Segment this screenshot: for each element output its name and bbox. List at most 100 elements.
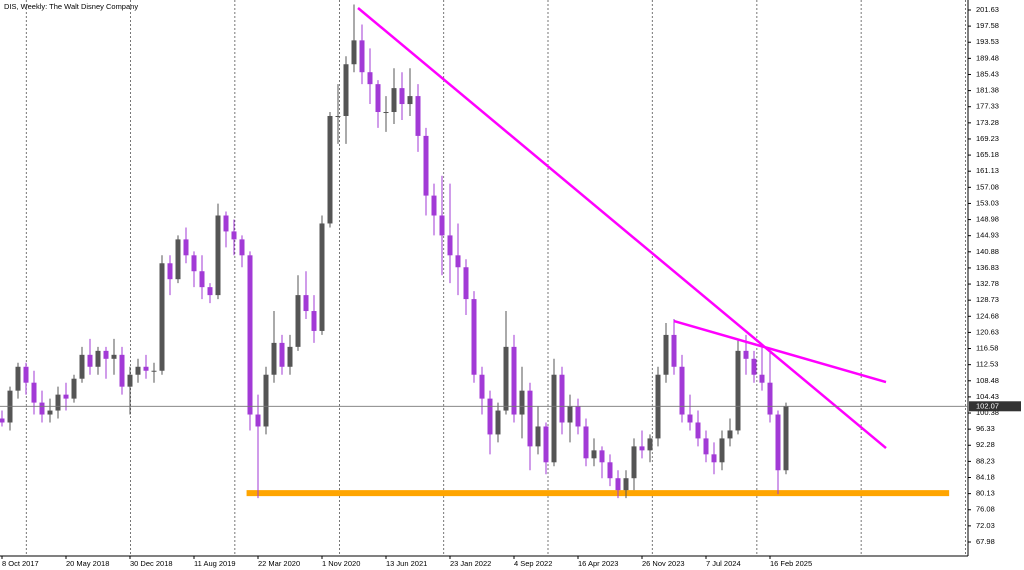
candle-body: [407, 96, 413, 105]
x-tick-label: 16 Apr 2023: [578, 559, 618, 568]
candle-body: [663, 334, 669, 375]
candle-body: [607, 462, 613, 479]
y-tick-label: 185.43: [976, 69, 999, 78]
current-price-box: [969, 401, 1021, 412]
candle-body: [383, 112, 389, 114]
candle-body: [15, 366, 21, 391]
candle-body: [631, 446, 637, 479]
y-tick-label: 116.58: [976, 344, 998, 353]
candle-body: [543, 426, 549, 463]
chart-title: DIS, Weekly: The Walt Disney Company: [4, 2, 138, 11]
y-tick-label: 88.23: [976, 456, 995, 465]
y-tick-label: 148.98: [976, 215, 999, 224]
candle-body: [471, 299, 477, 375]
y-tick-label: 100.38: [976, 408, 999, 417]
y-tick-label: 80.13: [976, 489, 995, 498]
candle-body: [775, 414, 781, 471]
candle-body: [679, 366, 685, 415]
y-tick-label: 140.88: [976, 247, 999, 256]
x-tick-label: 22 Mar 2020: [258, 559, 300, 568]
candle-body: [151, 370, 157, 372]
y-tick-label: 120.63: [976, 327, 999, 336]
x-tick-label: 26 Nov 2023: [642, 559, 685, 568]
candle-body: [535, 426, 541, 447]
y-tick-label: 76.08: [976, 505, 995, 514]
candle-body: [495, 410, 501, 435]
candle-body: [39, 402, 45, 415]
y-tick-label: 165.18: [976, 150, 999, 159]
candle-body: [727, 430, 733, 439]
y-tick-label: 132.78: [976, 279, 999, 288]
candle-body: [375, 84, 381, 113]
candle-body: [255, 414, 261, 427]
y-tick-label: 153.03: [976, 198, 999, 207]
candle-body: [687, 414, 693, 423]
y-tick-label: 157.08: [976, 182, 999, 191]
candle-body: [423, 135, 429, 196]
x-tick-label: 7 Jul 2024: [706, 559, 741, 568]
y-tick-label: 173.28: [976, 118, 999, 127]
candle-body: [159, 263, 165, 371]
candle-body: [319, 223, 325, 331]
candle-body: [143, 366, 149, 371]
y-tick-label: 84.18: [976, 472, 995, 481]
candle-body: [479, 374, 485, 399]
candle-body: [23, 366, 29, 383]
x-tick-label: 4 Sep 2022: [514, 559, 552, 568]
candle-body: [343, 64, 349, 116]
candle-body: [639, 446, 645, 451]
y-tick-label: 96.33: [976, 424, 995, 433]
candle-body: [447, 235, 453, 256]
candle-body: [527, 390, 533, 447]
y-tick-label: 72.03: [976, 521, 995, 530]
candle-body: [599, 450, 605, 463]
candle-body: [295, 295, 301, 347]
candle-body: [623, 478, 629, 491]
candle-body: [503, 346, 509, 411]
candle-body: [783, 406, 789, 471]
candle-body: [167, 263, 173, 280]
candle-body: [279, 342, 285, 367]
candle-body: [415, 96, 421, 136]
candle-body: [719, 438, 725, 463]
y-tick-label: 201.63: [976, 5, 999, 14]
candle-body: [583, 426, 589, 459]
candle-body: [287, 346, 293, 367]
candle-body: [567, 406, 573, 423]
candle-body: [575, 406, 581, 427]
y-tick-label: 108.48: [976, 376, 999, 385]
candle-body: [743, 350, 749, 359]
candle-body: [711, 454, 717, 463]
candle-body: [511, 346, 517, 415]
x-tick-label: 30 Dec 2018: [130, 559, 173, 568]
candle-body: [47, 410, 53, 415]
candle-body: [0, 418, 5, 423]
candle-body: [327, 115, 333, 224]
candle-body: [135, 366, 141, 375]
candle-body: [759, 374, 765, 383]
y-tick-label: 128.73: [976, 295, 999, 304]
candle-body: [111, 354, 117, 359]
candle-body: [703, 438, 709, 455]
candle-body: [119, 354, 125, 387]
candle-body: [735, 350, 741, 431]
candle-body: [247, 255, 253, 415]
candle-body: [55, 394, 61, 411]
y-tick-label: 104.43: [976, 392, 999, 401]
y-tick-label: 169.23: [976, 134, 999, 143]
candle-body: [311, 311, 317, 331]
x-tick-label: 16 Feb 2025: [770, 559, 812, 568]
candle-body: [351, 40, 357, 65]
candle-body: [263, 374, 269, 427]
y-tick-label: 136.83: [976, 263, 999, 272]
candle-body: [455, 255, 461, 268]
x-tick-label: 20 May 2018: [66, 559, 109, 568]
y-tick-label: 144.93: [976, 231, 999, 240]
candle-body: [391, 88, 397, 113]
x-tick-label: 23 Jan 2022: [450, 559, 491, 568]
candle-body: [671, 334, 677, 367]
candle-body: [103, 350, 109, 359]
candle-body: [183, 239, 189, 256]
y-tick-label: 112.53: [976, 360, 998, 369]
candle-body: [463, 267, 469, 300]
